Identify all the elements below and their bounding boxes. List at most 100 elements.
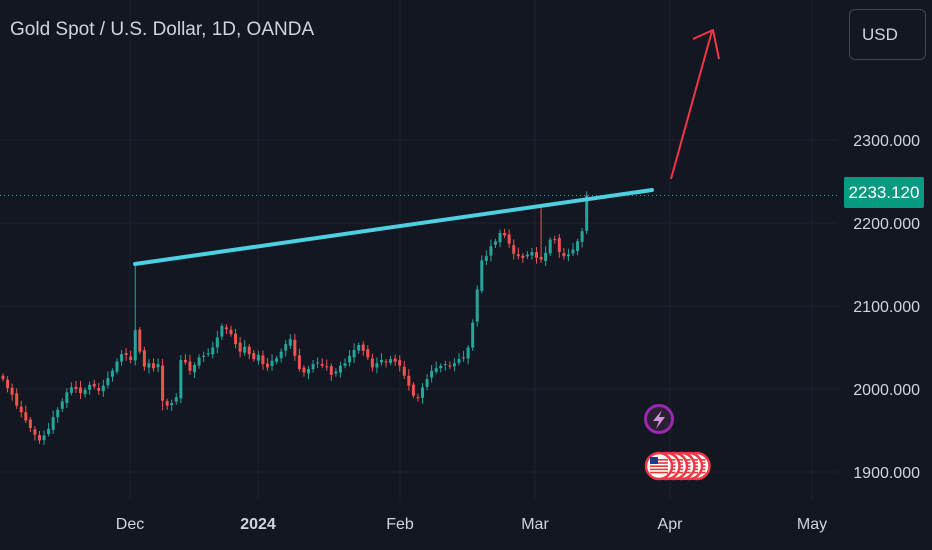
last-price-tag: 2233.120	[844, 177, 924, 208]
candle	[539, 204, 543, 263]
candle-body	[507, 234, 511, 244]
candle-body	[138, 329, 142, 352]
candle	[243, 340, 247, 356]
candle-body	[466, 347, 470, 359]
candle	[329, 363, 333, 381]
projection-arrow-line	[670, 30, 713, 180]
candle	[51, 410, 55, 434]
x-tick-label: May	[797, 516, 827, 533]
candle-body	[370, 358, 374, 368]
candle-body	[88, 384, 92, 390]
candle-body	[170, 403, 174, 406]
candle	[147, 359, 151, 374]
candle-body	[10, 387, 14, 395]
candle	[498, 229, 502, 248]
candle	[357, 342, 361, 354]
candle	[452, 358, 456, 372]
candle	[101, 379, 105, 397]
candle	[352, 343, 356, 364]
candle	[525, 251, 529, 259]
candle	[471, 319, 475, 351]
candle-body	[33, 429, 37, 435]
candle-body	[110, 370, 114, 377]
candle-body	[79, 387, 83, 394]
candle-body	[215, 337, 219, 348]
candle	[220, 323, 224, 340]
candle-body	[539, 256, 543, 260]
x-tick-label: Dec	[116, 516, 144, 533]
candle-body	[69, 387, 73, 393]
candle	[83, 387, 87, 398]
flag-stripe	[650, 471, 668, 474]
candle	[74, 381, 78, 394]
candle	[338, 361, 342, 378]
candle	[138, 327, 142, 355]
candle-body	[548, 239, 552, 254]
candle	[366, 345, 370, 360]
candle-body	[224, 327, 228, 330]
candle-body	[101, 385, 105, 392]
candle-body	[434, 368, 438, 372]
currency-button[interactable]: USD	[849, 9, 926, 60]
candle	[161, 358, 165, 411]
candle-body	[106, 378, 110, 386]
candle-body	[484, 256, 488, 261]
candle-body	[366, 349, 370, 358]
candle	[370, 353, 374, 372]
candle	[297, 348, 301, 372]
candle	[106, 371, 110, 389]
candle-body	[65, 392, 69, 403]
candle-body	[19, 406, 23, 413]
candle	[247, 344, 251, 360]
candle-body	[265, 363, 269, 368]
candle	[188, 354, 192, 375]
candle	[142, 346, 146, 371]
flag-stripe	[650, 465, 668, 467]
candle	[229, 325, 233, 337]
candle-body	[297, 355, 301, 370]
candle	[389, 355, 393, 366]
candle-body	[348, 355, 352, 363]
flag-canton	[650, 457, 658, 464]
candle-body	[129, 356, 133, 360]
candle-body	[47, 428, 51, 434]
candle-body	[183, 359, 187, 363]
candle	[165, 398, 169, 410]
x-tick-label: Apr	[658, 516, 684, 533]
candle	[544, 246, 548, 266]
y-tick-label: 2000.000	[853, 382, 920, 399]
candle	[361, 341, 365, 356]
candle	[56, 407, 60, 424]
candle	[325, 359, 329, 371]
candle	[439, 363, 443, 373]
candle	[92, 379, 96, 389]
candle-body	[247, 346, 251, 355]
candle	[566, 248, 570, 262]
candle	[457, 353, 461, 366]
event-markers	[644, 404, 711, 481]
candle	[516, 247, 520, 260]
candle-body	[535, 252, 539, 258]
candle	[234, 328, 238, 349]
candle	[279, 348, 283, 363]
x-tick-label: Feb	[386, 516, 414, 533]
candle-body	[521, 255, 525, 258]
candle-body	[493, 241, 497, 245]
candle-body	[120, 354, 124, 362]
candle-body	[124, 353, 128, 355]
candle	[316, 357, 320, 369]
candle-body	[193, 364, 197, 373]
candle	[42, 430, 46, 445]
candle-body	[115, 361, 119, 372]
candle	[1, 373, 5, 382]
candle-body	[147, 363, 151, 368]
candle-body	[211, 347, 215, 355]
candle-body	[165, 401, 169, 406]
candle	[252, 349, 256, 362]
candles	[1, 191, 589, 445]
candle	[133, 264, 137, 366]
candle-body	[243, 346, 247, 353]
candle	[411, 382, 415, 399]
candle	[416, 393, 420, 402]
